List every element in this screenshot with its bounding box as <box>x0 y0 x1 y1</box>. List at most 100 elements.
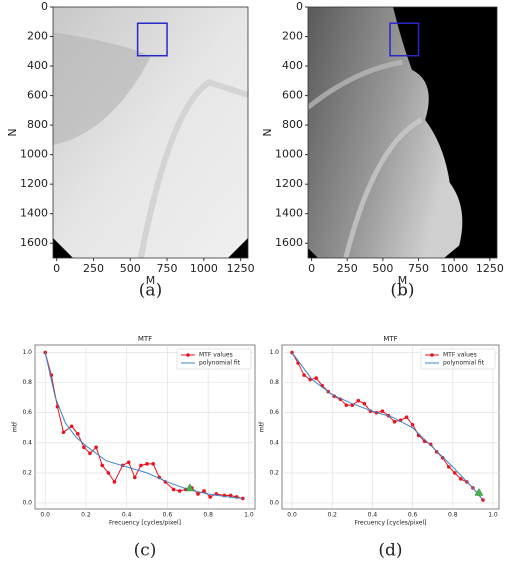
x-tick-label: 500 <box>120 262 141 275</box>
data-point <box>452 471 457 475</box>
frame <box>307 6 498 259</box>
y-tick-label: 800 <box>282 118 303 131</box>
y-tick-label: 600 <box>282 89 303 102</box>
x-tick-label: 0.8 <box>203 512 213 519</box>
y-axis-label: mtf <box>12 421 19 432</box>
data-point <box>94 445 98 450</box>
legend-label: MTF values <box>199 352 233 359</box>
y-tick-label: 0.2 <box>22 469 32 476</box>
data-point <box>314 376 318 380</box>
data-point <box>88 451 92 456</box>
y-tick-label: 1200 <box>275 177 303 190</box>
data-point <box>202 489 206 493</box>
y-tick-label: 1400 <box>275 207 303 220</box>
tooth-edge <box>137 79 249 259</box>
data-point <box>139 463 143 468</box>
legend-box <box>420 348 496 370</box>
teeth <box>308 7 463 258</box>
y-tick-label: 0.6 <box>22 409 32 416</box>
x-tick-label: 0.2 <box>81 512 91 519</box>
data-point <box>302 373 306 377</box>
data-point <box>133 475 137 480</box>
x-tick-label: 750 <box>408 262 429 275</box>
data-point <box>106 471 111 475</box>
y-tick-label: 0.4 <box>269 439 279 446</box>
data-point <box>75 431 80 436</box>
data-point <box>356 398 361 403</box>
y-tick-label: 0 <box>296 0 303 13</box>
x-tick-label: 0.0 <box>40 512 50 519</box>
data-point <box>112 480 117 484</box>
corner <box>228 238 248 258</box>
y-tick-label: 1400 <box>20 207 48 220</box>
x-tick-label: 1.0 <box>244 512 254 519</box>
legend-marker <box>430 353 434 357</box>
chart-title: MTF <box>383 335 397 343</box>
y-tick-label: 1.0 <box>269 349 279 356</box>
data-point <box>404 415 409 420</box>
legend-box <box>176 348 252 370</box>
y-axis-label: N <box>261 128 274 136</box>
y-tick-label: 400 <box>27 59 48 72</box>
y-tick-label: 600 <box>27 89 48 102</box>
chart-title: MTF <box>138 335 152 343</box>
y-tick-label: 0.8 <box>22 379 32 386</box>
data-point <box>440 456 445 460</box>
caption: (a) <box>139 281 162 301</box>
data-point <box>151 462 155 466</box>
y-tick-label: 1600 <box>275 236 303 249</box>
x-tick-label: 750 <box>157 262 178 275</box>
data-point <box>362 401 367 406</box>
xray-image <box>306 7 497 259</box>
x-tick-label: 0 <box>53 262 60 275</box>
x-tick-label: 1250 <box>227 262 255 275</box>
y-tick-label: 0.2 <box>269 469 279 476</box>
y-tick-label: 200 <box>282 30 303 43</box>
caption: (c) <box>134 541 157 561</box>
roi-box <box>136 22 168 57</box>
x-axis-label: Frecuency [cycles/pixel] <box>109 520 181 527</box>
caption: (d) <box>378 541 402 561</box>
data-point <box>410 422 415 427</box>
y-tick-label: 1600 <box>20 236 48 249</box>
x-tick-label: 1000 <box>440 262 468 275</box>
tooth-edge <box>306 59 403 110</box>
highlight-point <box>185 483 195 492</box>
data-point <box>428 442 433 447</box>
y-tick-label: 1000 <box>20 148 48 161</box>
y-tick-label: 0.0 <box>22 499 32 506</box>
data-point <box>171 487 176 492</box>
data-point <box>392 419 397 424</box>
x-axis-label: M <box>146 274 156 287</box>
caption: (b) <box>390 281 414 301</box>
data-point <box>82 445 86 450</box>
y-tick-label: 1.0 <box>22 349 32 356</box>
y-tick-label: 1200 <box>20 177 48 190</box>
series-line <box>291 352 484 501</box>
data-point <box>100 463 105 468</box>
data-point <box>380 409 385 414</box>
tooth-shadow <box>53 32 151 146</box>
y-tick-label: 0.0 <box>269 499 279 506</box>
x-tick-label: 250 <box>337 262 358 275</box>
x-tick-label: 250 <box>83 262 104 275</box>
y-tick-label: 200 <box>27 30 48 43</box>
x-tick-label: 0.6 <box>408 512 418 519</box>
legend-label: polynomial fit <box>199 360 241 367</box>
frame <box>52 6 249 259</box>
corner <box>53 238 73 258</box>
x-tick-label: 0.6 <box>163 512 173 519</box>
data-point <box>208 495 212 499</box>
y-tick-label: 1000 <box>275 148 303 161</box>
y-tick-label: 400 <box>282 59 303 72</box>
x-tick-label: 1.0 <box>488 512 498 519</box>
data-point <box>61 430 66 435</box>
legend-marker <box>186 353 190 357</box>
xray-image <box>53 7 249 259</box>
x-tick-label: 0.4 <box>122 512 132 519</box>
y-tick-label: 800 <box>27 118 48 131</box>
data-point <box>344 403 349 407</box>
data-point <box>459 477 463 481</box>
y-tick-label: 0 <box>41 0 48 13</box>
